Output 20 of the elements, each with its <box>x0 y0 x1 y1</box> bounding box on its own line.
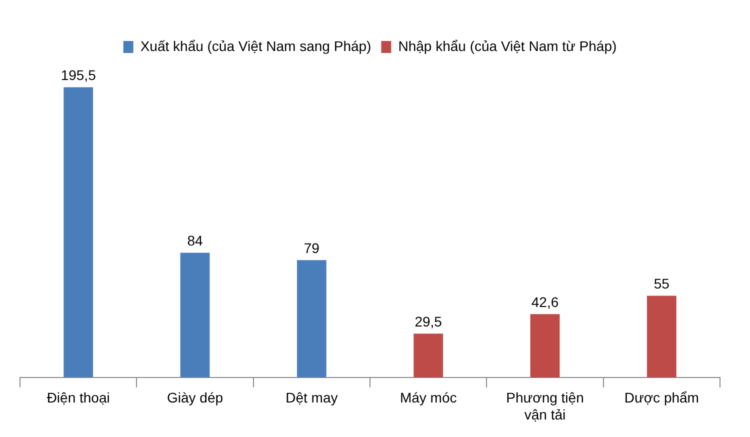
x-tick-label: Giày dép <box>166 390 224 406</box>
x-tick-label: Điện thoại <box>46 390 110 406</box>
data-label: 79 <box>304 240 320 256</box>
bar <box>414 334 444 378</box>
bar <box>530 314 560 378</box>
legend-label: Nhập khẩu (của Việt Nam từ Pháp) <box>398 38 617 54</box>
bar <box>64 87 94 378</box>
bar <box>646 296 676 378</box>
x-tick-label: Dược phẩm <box>624 390 699 406</box>
data-label: 195,5 <box>60 67 96 84</box>
bar <box>296 260 326 378</box>
data-label: 29,5 <box>414 313 442 330</box>
data-label: 42,6 <box>531 294 559 310</box>
bar <box>180 252 210 378</box>
x-tick-label: Máy móc <box>400 390 457 406</box>
legend-label: Xuất khẩu (của Việt Nam sang Pháp) <box>140 38 372 54</box>
x-tick-label: Dệt may <box>286 390 338 406</box>
x-tick-label: Phương tiện vận tải <box>506 390 584 422</box>
data-label: 84 <box>187 232 203 249</box>
data-label: 55 <box>654 276 670 292</box>
